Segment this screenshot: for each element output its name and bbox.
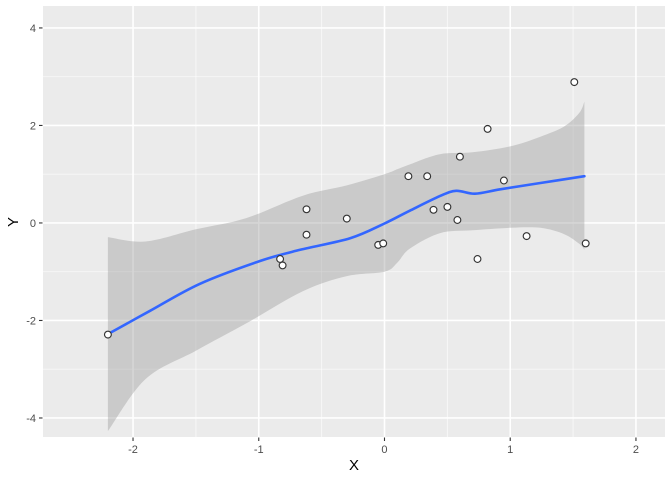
x-tick-label: 0 bbox=[381, 444, 387, 456]
x-tick-label: 1 bbox=[507, 444, 513, 456]
data-point bbox=[429, 205, 438, 214]
data-point bbox=[499, 176, 508, 185]
data-point bbox=[103, 330, 112, 339]
data-point bbox=[453, 216, 462, 224]
data-point bbox=[278, 261, 287, 270]
data-point bbox=[473, 255, 482, 263]
data-point bbox=[443, 202, 452, 211]
data-point bbox=[302, 230, 311, 239]
data-point bbox=[483, 124, 492, 133]
data-point bbox=[379, 239, 388, 248]
data-point bbox=[302, 205, 311, 214]
data-point bbox=[522, 232, 531, 241]
data-point bbox=[423, 172, 432, 181]
data-point bbox=[342, 214, 351, 223]
data-point bbox=[404, 172, 413, 181]
panel-background bbox=[43, 6, 665, 437]
data-point bbox=[570, 78, 579, 87]
x-axis-title: X bbox=[348, 457, 359, 474]
confidence-ribbon bbox=[107, 101, 585, 432]
y-axis-title: Y bbox=[5, 217, 22, 228]
x-tick-label: -2 bbox=[128, 444, 138, 456]
data-point bbox=[581, 239, 590, 248]
y-tick-label: 0 bbox=[30, 218, 36, 230]
y-tick-label: -2 bbox=[26, 315, 36, 327]
x-tick-label: -1 bbox=[254, 444, 264, 456]
y-tick-label: 4 bbox=[30, 23, 36, 35]
data-point bbox=[276, 255, 285, 263]
data-point bbox=[455, 152, 464, 161]
smooth-line bbox=[106, 174, 586, 336]
y-tick-label: 2 bbox=[30, 120, 36, 132]
y-tick-label: -4 bbox=[26, 413, 36, 425]
x-tick-label: 2 bbox=[633, 444, 639, 456]
